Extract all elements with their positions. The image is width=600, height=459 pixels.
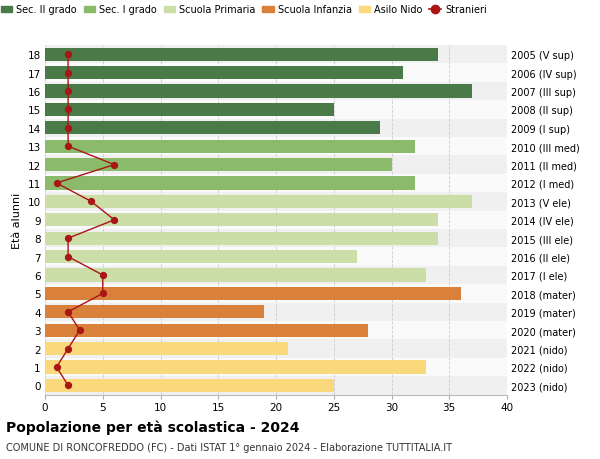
Bar	[45, 306, 265, 319]
Point	[64, 345, 73, 353]
Bar	[45, 342, 287, 355]
Point	[86, 198, 96, 206]
Bar	[45, 67, 403, 80]
Point	[52, 180, 61, 187]
Bar	[45, 138, 507, 156]
Bar	[45, 122, 380, 135]
Bar	[45, 49, 438, 62]
Point	[64, 70, 73, 77]
Point	[64, 382, 73, 389]
Point	[64, 308, 73, 316]
Bar	[45, 266, 507, 285]
Bar	[45, 101, 507, 119]
Point	[64, 51, 73, 59]
Bar	[45, 321, 507, 340]
Point	[98, 272, 107, 279]
Bar	[45, 287, 461, 300]
Point	[64, 235, 73, 242]
Bar	[45, 196, 472, 208]
Bar	[45, 159, 392, 172]
Point	[52, 364, 61, 371]
Bar	[45, 104, 334, 117]
Point	[64, 253, 73, 261]
Bar	[45, 119, 507, 138]
Bar	[45, 232, 438, 245]
Bar	[45, 156, 507, 174]
Text: COMUNE DI RONCOFREDDO (FC) - Dati ISTAT 1° gennaio 2024 - Elaborazione TUTTITALI: COMUNE DI RONCOFREDDO (FC) - Dati ISTAT …	[6, 442, 452, 452]
Bar	[45, 251, 357, 263]
Bar	[45, 303, 507, 321]
Text: Popolazione per età scolastica - 2024: Popolazione per età scolastica - 2024	[6, 420, 299, 435]
Bar	[45, 214, 438, 227]
Point	[64, 106, 73, 114]
Y-axis label: Anni di nascita: Anni di nascita	[599, 179, 600, 262]
Bar	[45, 140, 415, 153]
Legend: Sec. II grado, Sec. I grado, Scuola Primaria, Scuola Infanzia, Asilo Nido, Stran: Sec. II grado, Sec. I grado, Scuola Prim…	[1, 6, 487, 16]
Bar	[45, 193, 507, 211]
Bar	[45, 230, 507, 248]
Bar	[45, 83, 507, 101]
Y-axis label: Età alunni: Età alunni	[12, 192, 22, 248]
Point	[110, 162, 119, 169]
Bar	[45, 285, 507, 303]
Bar	[45, 340, 507, 358]
Bar	[45, 379, 334, 392]
Bar	[45, 64, 507, 83]
Bar	[45, 376, 507, 395]
Bar	[45, 85, 472, 98]
Point	[75, 327, 85, 334]
Bar	[45, 358, 507, 376]
Point	[64, 125, 73, 132]
Point	[64, 88, 73, 95]
Bar	[45, 177, 415, 190]
Bar	[45, 46, 507, 64]
Bar	[45, 324, 368, 337]
Point	[98, 290, 107, 297]
Bar	[45, 269, 426, 282]
Point	[64, 143, 73, 151]
Point	[110, 217, 119, 224]
Bar	[45, 248, 507, 266]
Bar	[45, 361, 426, 374]
Bar	[45, 211, 507, 230]
Bar	[45, 174, 507, 193]
